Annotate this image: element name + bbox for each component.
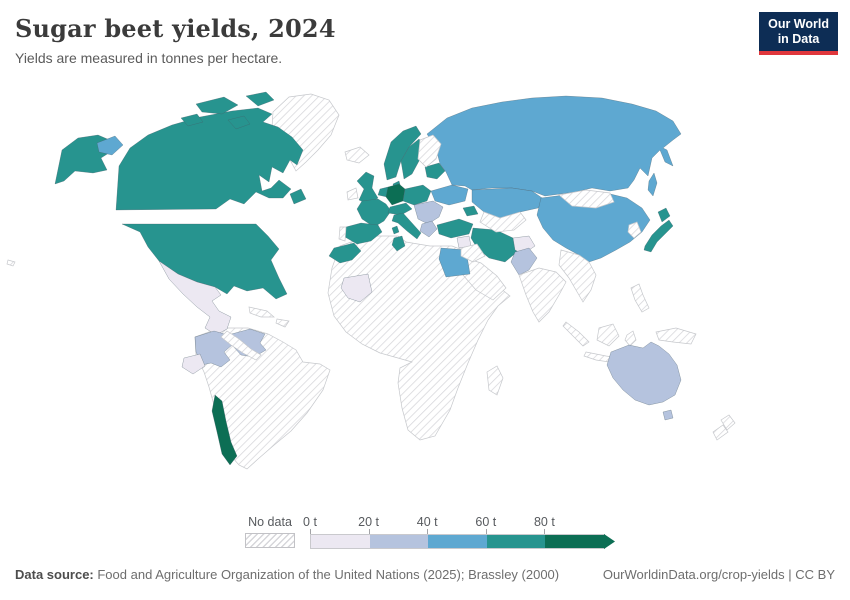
legend-tick-label: 40 t <box>416 515 438 529</box>
new-guinea-region[interactable] <box>655 327 697 345</box>
legend-bin-2[interactable] <box>428 535 487 548</box>
country-canada-arctic-3[interactable] <box>180 113 204 127</box>
data-source-label: Data source: <box>15 567 94 582</box>
sumatra-region[interactable] <box>562 321 590 347</box>
country-norway[interactable] <box>383 125 422 181</box>
borneo-region[interactable] <box>596 323 620 347</box>
central-asia-region[interactable] <box>479 211 527 233</box>
legend-bin-0[interactable] <box>311 535 370 548</box>
owid-logo-line2: in Data <box>777 32 820 46</box>
country-japan-hokkaido[interactable] <box>657 207 671 223</box>
country-italy-sardinia[interactable] <box>391 225 400 235</box>
world-choropleth-map[interactable] <box>0 88 850 513</box>
country-poland[interactable] <box>402 184 432 206</box>
new-zealand-south-region[interactable] <box>712 424 729 441</box>
data-source-note: Data source: Food and Agriculture Organi… <box>15 567 559 582</box>
country-belarus[interactable] <box>424 162 446 180</box>
country-romania-balkans[interactable] <box>413 200 444 225</box>
legend-no-data-swatch[interactable] <box>245 533 295 548</box>
india-region[interactable] <box>518 267 567 323</box>
country-canada-arctic-4[interactable] <box>227 115 251 130</box>
country-morocco[interactable] <box>328 242 362 264</box>
finland-region[interactable] <box>417 134 442 168</box>
legend-tick-line <box>368 529 370 534</box>
country-china[interactable] <box>536 191 651 263</box>
chart-footer: Data source: Food and Agriculture Organi… <box>15 567 835 582</box>
country-data-layer <box>54 91 682 466</box>
hawaii-region[interactable] <box>6 259 16 267</box>
country-ecuador[interactable] <box>181 353 206 375</box>
country-greece[interactable] <box>419 220 438 238</box>
legend-bin-4[interactable] <box>545 535 604 548</box>
madagascar-region[interactable] <box>486 365 504 396</box>
legend-bin-3[interactable] <box>486 535 546 548</box>
iraq-region[interactable] <box>460 243 486 263</box>
country-turkey[interactable] <box>436 218 474 239</box>
legend-tick-label: 60 t <box>475 515 497 529</box>
country-france[interactable] <box>356 198 392 228</box>
owid-logo[interactable]: Our World in Data <box>759 12 838 55</box>
world-map-svg <box>6 91 736 470</box>
legend-color-bar: 0 t 20 t 40 t 60 t 80 t <box>303 515 620 557</box>
owid-logo-line1: Our World <box>768 17 829 31</box>
country-canada-arctic-1[interactable] <box>195 96 239 115</box>
cuba-region[interactable] <box>248 306 275 318</box>
country-iran[interactable] <box>470 227 518 263</box>
country-chile[interactable] <box>211 394 238 466</box>
nodata-overlay-layer <box>220 134 650 361</box>
legend-tick-label: 80 t <box>533 515 555 529</box>
africa-nodata-region[interactable] <box>327 235 511 441</box>
legend-tick-line <box>310 529 311 534</box>
country-austria[interactable] <box>387 202 413 216</box>
map-legend: No data 0 t 20 t 40 t 60 t 80 t <box>0 515 850 557</box>
legend-no-data-label: No data <box>248 515 292 529</box>
portugal-region[interactable] <box>338 226 347 242</box>
country-canada-newfoundland[interactable] <box>289 188 307 205</box>
country-tunisia[interactable] <box>391 235 406 252</box>
country-canada-arctic-2[interactable] <box>245 91 275 107</box>
mongolia-region[interactable] <box>558 189 615 209</box>
attribution-text: OurWorldinData.org/crop-yields | CC BY <box>602 567 835 582</box>
country-pakistan[interactable] <box>510 247 538 276</box>
page-title: Sugar beet yields, 2024 <box>15 14 336 43</box>
ireland-region[interactable] <box>346 187 359 201</box>
legend-no-data[interactable]: No data <box>245 515 295 548</box>
sulawesi-region[interactable] <box>624 330 637 347</box>
country-italy[interactable] <box>391 212 422 240</box>
country-mexico[interactable] <box>158 260 232 336</box>
legend-segments <box>310 534 605 549</box>
country-azerbaijan[interactable] <box>462 205 479 217</box>
legend-tick-label: 20 t <box>358 515 380 529</box>
data-source-text: Food and Agriculture Organization of the… <box>93 567 560 582</box>
legend-tick-line <box>485 529 487 534</box>
country-australia-tasmania[interactable] <box>662 409 674 421</box>
chart-header: Sugar beet yields, 2024 Yields are measu… <box>15 14 336 66</box>
country-japan-honshu[interactable] <box>643 219 674 253</box>
legend-arrow-cap[interactable] <box>604 534 615 549</box>
country-united-kingdom[interactable] <box>356 171 379 205</box>
country-spain[interactable] <box>344 222 383 245</box>
country-australia[interactable] <box>606 341 682 406</box>
korea-region[interactable] <box>627 221 642 239</box>
country-mali[interactable] <box>340 273 373 303</box>
country-germany[interactable] <box>385 183 406 206</box>
philippines-region[interactable] <box>630 283 650 313</box>
country-russia-sakhalin[interactable] <box>647 172 658 197</box>
country-ukraine[interactable] <box>430 184 469 206</box>
country-russia-chukotka[interactable] <box>96 135 124 156</box>
chart-subtitle: Yields are measured in tonnes per hectar… <box>15 50 283 66</box>
legend-tick-label: 0 t <box>303 515 317 529</box>
country-russia[interactable] <box>426 95 682 197</box>
central-america-region[interactable] <box>220 330 262 361</box>
hispaniola-region[interactable] <box>275 318 290 328</box>
country-venezuela[interactable] <box>227 328 267 358</box>
new-zealand-north-region[interactable] <box>720 414 736 431</box>
legend-tick-line <box>544 529 546 534</box>
legend-tick-line <box>427 529 429 534</box>
country-kazakhstan[interactable] <box>471 187 546 219</box>
iceland-region[interactable] <box>344 146 370 164</box>
southeast-asia-region[interactable] <box>558 249 597 303</box>
legend-bin-1[interactable] <box>369 535 429 548</box>
